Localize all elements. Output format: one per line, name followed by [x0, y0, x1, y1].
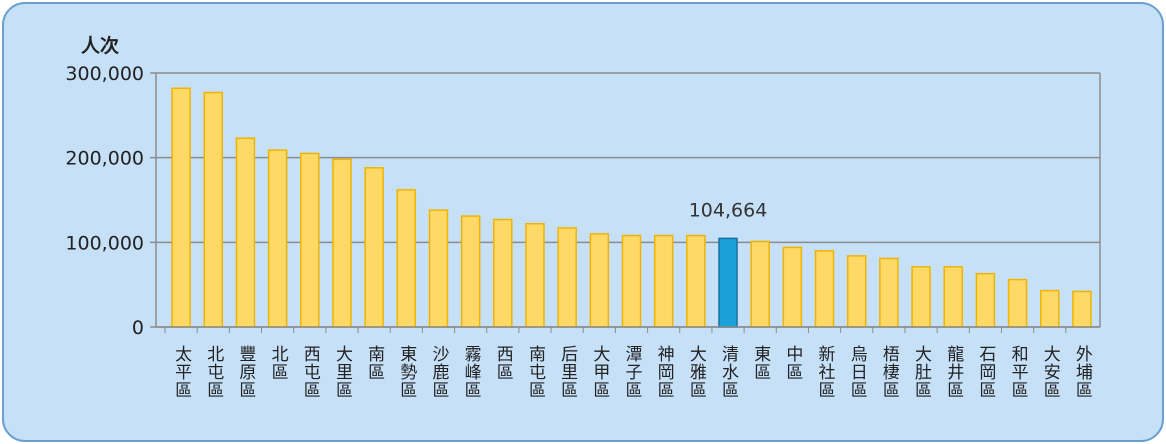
bar [428, 209, 449, 328]
bar [814, 250, 835, 328]
y-axis-label: 人次 [81, 34, 119, 57]
bar [203, 91, 224, 328]
bar [171, 87, 191, 328]
x-tick-label: 外埔區 [1072, 345, 1093, 399]
x-tick-label: 南屯區 [525, 345, 545, 399]
bar [686, 234, 706, 328]
x-tick-label: 烏日區 [847, 345, 868, 399]
bar [1039, 289, 1060, 328]
bar [879, 257, 899, 328]
bar [975, 272, 996, 328]
x-tick-label: 大甲區 [589, 345, 610, 399]
bar [364, 167, 384, 328]
x-tick-label: 大安區 [1040, 345, 1061, 399]
x-tick-label: 龍井區 [943, 345, 964, 399]
bar [1072, 290, 1092, 328]
x-tick-label: 大肚區 [911, 345, 932, 399]
data-label: 104,664 [689, 199, 768, 221]
x-tick-label: 霧峰區 [461, 345, 482, 399]
y-tick-label: 0 [132, 317, 144, 339]
bar [621, 234, 642, 328]
x-tick-label: 石岡區 [975, 345, 996, 399]
x-tick-label: 大雅區 [686, 345, 707, 399]
bar [267, 149, 288, 328]
x-tick-label: 西區 [493, 345, 513, 381]
bar [332, 158, 352, 328]
bar [300, 152, 320, 328]
bar [460, 215, 481, 328]
x-tick-label: 新社區 [815, 345, 836, 399]
x-tick-label: 西屯區 [300, 345, 320, 399]
x-tick-label: 潭子區 [622, 345, 643, 399]
bar [718, 237, 738, 328]
bar [493, 218, 513, 328]
x-tick-label: 梧棲區 [879, 345, 900, 399]
x-tick-label: 太平區 [171, 345, 192, 399]
x-tick-label: 大里區 [332, 345, 353, 399]
bar [653, 234, 674, 328]
bar [782, 246, 803, 328]
bar [525, 222, 545, 328]
x-tick-label: 神岡區 [654, 345, 675, 399]
y-tick-label: 300,000 [65, 63, 144, 85]
x-tick-label: 后里區 [557, 345, 578, 399]
x-tick-label: 中區 [782, 345, 802, 381]
x-tick-label: 北屯區 [203, 345, 224, 399]
x-tick-label: 豐原區 [235, 345, 256, 399]
x-tick-label: 東區 [750, 345, 771, 381]
bar [396, 189, 417, 328]
bar [589, 233, 610, 328]
bar [911, 266, 931, 328]
x-tick-label: 清水區 [718, 345, 739, 399]
bar [235, 137, 256, 328]
x-tick-label: 和平區 [1008, 345, 1029, 399]
x-tick-label: 北區 [268, 345, 289, 381]
bar [943, 266, 963, 328]
y-tick-label: 100,000 [65, 232, 144, 254]
bar [846, 255, 867, 328]
bar [557, 227, 577, 328]
bar [1007, 278, 1028, 328]
y-tick-label: 200,000 [65, 148, 144, 170]
x-tick-label: 南區 [364, 345, 384, 381]
bar [750, 240, 770, 328]
x-tick-label: 沙鹿區 [428, 345, 449, 399]
x-tick-label: 東勢區 [396, 345, 417, 399]
